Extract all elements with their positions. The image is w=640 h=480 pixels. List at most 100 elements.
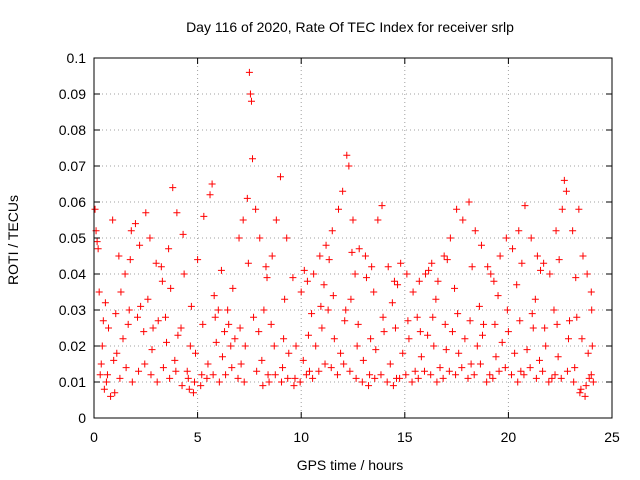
data-point (582, 382, 590, 390)
data-point (518, 259, 526, 267)
data-point (244, 259, 252, 267)
data-point (228, 364, 236, 372)
data-point (486, 371, 494, 379)
data-point (563, 367, 571, 375)
data-point (320, 281, 328, 289)
data-point (142, 209, 150, 217)
data-point (246, 90, 254, 98)
data-point (558, 205, 566, 213)
data-point (322, 241, 330, 249)
data-point (492, 353, 500, 361)
data-point (127, 227, 135, 235)
data-point (583, 270, 591, 278)
data-point (537, 266, 545, 274)
data-point (292, 342, 300, 350)
data-point (464, 374, 472, 382)
data-point (417, 353, 425, 361)
data-point (416, 328, 424, 336)
data-point (479, 331, 486, 339)
x-axis-label: GPS time / hours (297, 457, 404, 473)
x-tick-label: 20 (501, 429, 517, 445)
data-point (200, 212, 208, 220)
y-tick-label: 0.04 (59, 266, 86, 282)
data-point (264, 371, 272, 379)
data-point (514, 378, 522, 386)
data-point (532, 374, 540, 382)
data-point (312, 342, 320, 350)
data-point (171, 356, 179, 364)
data-point (103, 371, 111, 379)
data-point (477, 241, 485, 249)
data-point (391, 324, 399, 332)
data-point (415, 277, 423, 285)
data-point (484, 263, 492, 271)
data-point (454, 310, 462, 318)
data-point (172, 367, 180, 375)
data-point (576, 389, 584, 397)
data-point (511, 349, 519, 357)
data-point (178, 382, 186, 390)
data-point (161, 313, 169, 321)
data-point (432, 295, 440, 303)
data-point (243, 194, 251, 202)
data-point (445, 367, 453, 375)
data-point (119, 335, 127, 343)
data-point (361, 252, 369, 260)
data-point (117, 288, 125, 296)
data-point (550, 306, 558, 314)
data-point (448, 328, 456, 336)
data-point (328, 227, 336, 235)
data-point (278, 378, 286, 386)
x-tick-label: 5 (194, 429, 202, 445)
chart-title: Day 116 of 2020, Rate Of TEC Index for r… (186, 19, 514, 35)
data-point (121, 270, 129, 278)
data-point (102, 378, 110, 386)
data-point (573, 313, 581, 321)
data-point (458, 364, 466, 372)
data-point (281, 295, 289, 303)
data-point (374, 216, 382, 224)
data-point (285, 349, 293, 357)
data-point (503, 306, 511, 314)
data-point (523, 346, 531, 354)
data-point (299, 356, 307, 364)
data-point (190, 378, 198, 386)
data-point (179, 230, 187, 238)
data-point (378, 202, 386, 210)
data-point (259, 382, 267, 390)
data-point (180, 270, 188, 278)
data-point (140, 328, 148, 336)
data-point (388, 299, 396, 307)
data-point (109, 216, 117, 224)
data-point (470, 371, 478, 379)
data-point (496, 252, 504, 260)
data-point (345, 162, 353, 170)
data-point (569, 227, 577, 235)
data-point (334, 205, 342, 213)
data-point (349, 216, 357, 224)
data-point (411, 367, 419, 375)
data-point (531, 295, 539, 303)
data-point (96, 371, 104, 379)
data-point (341, 317, 349, 325)
y-tick-labels: 0 0.01 0.02 0.03 0.04 0.05 0.06 0.07 0.08 0.09 0.1 (59, 50, 86, 426)
data-point (489, 374, 497, 382)
data-point (355, 245, 363, 253)
data-point (434, 277, 442, 285)
data-point (383, 378, 391, 386)
data-point (198, 371, 206, 379)
data-point (126, 256, 134, 264)
data-point (329, 292, 337, 300)
data-point (167, 284, 175, 292)
data-point (235, 234, 243, 242)
data-point (268, 252, 276, 260)
data-point (227, 342, 235, 350)
data-point (304, 331, 312, 339)
data-point (100, 385, 108, 393)
data-point (173, 209, 181, 217)
data-point (353, 342, 361, 350)
data-point (107, 392, 115, 400)
data-point (210, 292, 218, 300)
data-point (396, 374, 404, 382)
data-point (560, 176, 568, 184)
